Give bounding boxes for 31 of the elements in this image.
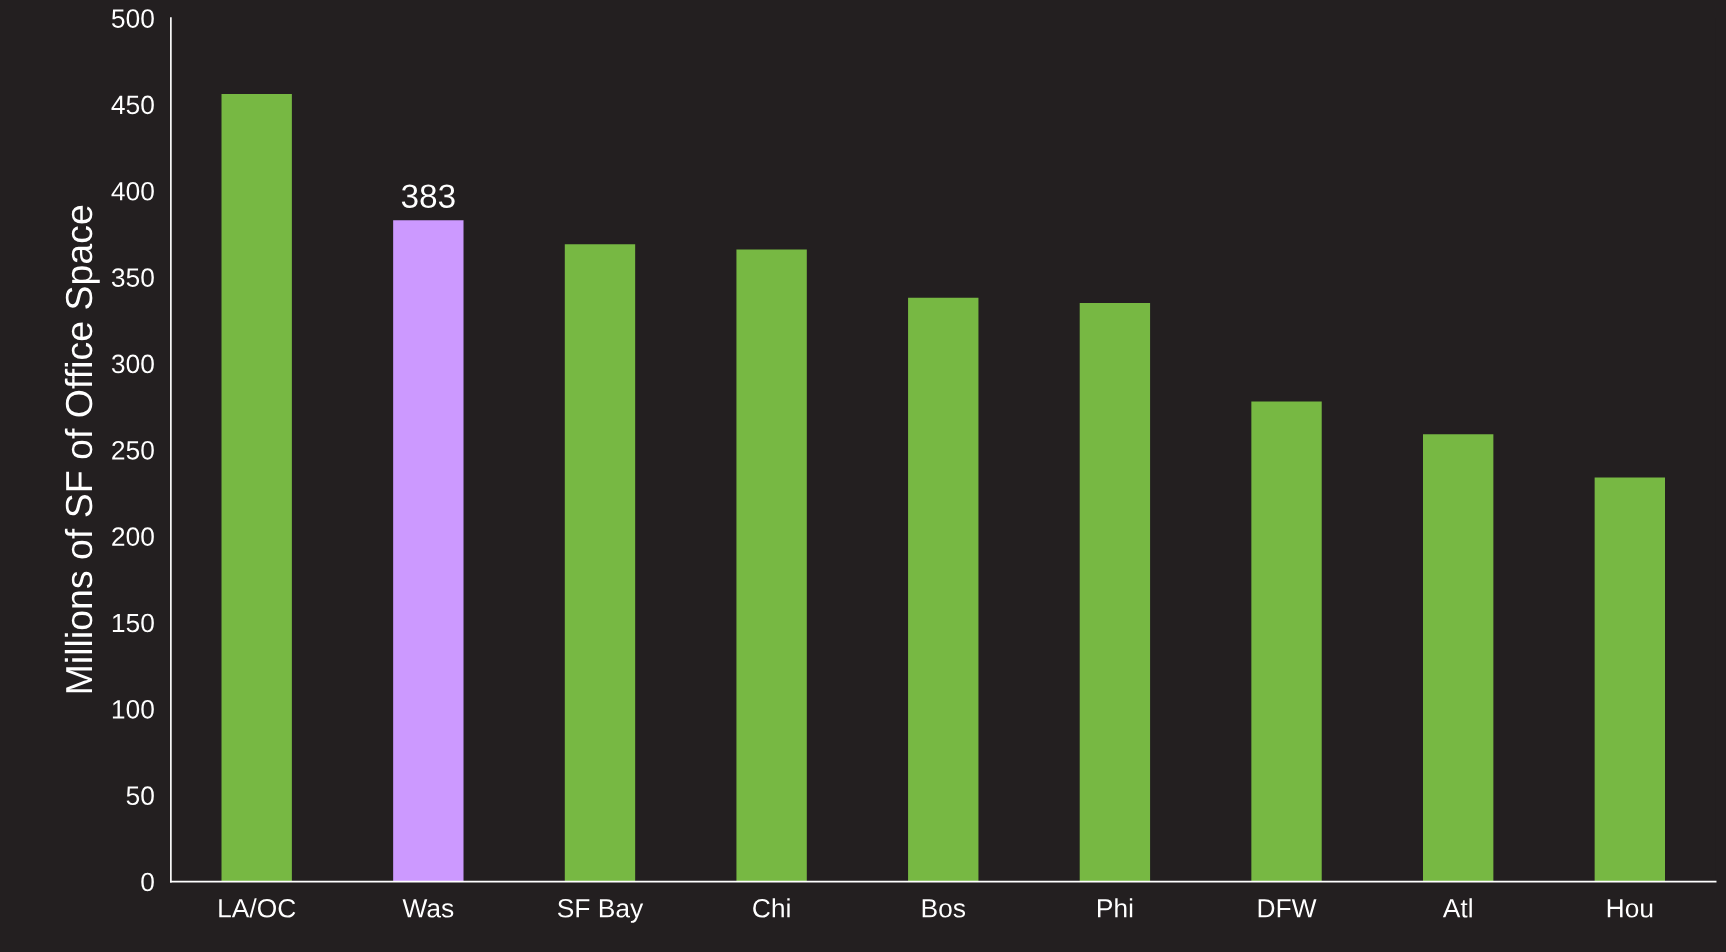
y-tick-label: 0: [141, 872, 154, 892]
bar: [1079, 303, 1151, 882]
y-tick-label: 200: [112, 527, 154, 546]
y-tick-label: 350: [111, 268, 154, 287]
bar: [221, 94, 292, 882]
y-tick-label: 300: [111, 354, 154, 374]
bar: [393, 220, 464, 882]
x-tick-label: Phi: [1097, 898, 1133, 918]
x-tick-label: Was: [402, 899, 454, 918]
bar: [1423, 434, 1494, 882]
y-tick-label: 500: [111, 9, 154, 28]
x-tick-label: Atl: [1442, 898, 1472, 918]
y-tick-label: 150: [112, 613, 154, 633]
bar: [564, 244, 636, 882]
y-tick-label: 250: [112, 440, 154, 460]
x-tick-label: Bos: [922, 899, 966, 918]
y-tick-label: 50: [126, 786, 154, 806]
bar: [1251, 401, 1322, 882]
bar: [1594, 477, 1666, 882]
bar: [908, 297, 979, 882]
x-tick-label: SF Bay: [557, 898, 644, 923]
bar: [736, 249, 807, 882]
x-tick-label: DFW: [1258, 899, 1317, 918]
x-tick-label: Chi: [753, 898, 790, 918]
y-axis-title: Millions of SF of Office Space: [64, 205, 100, 693]
x-tick-label: LA/OC: [219, 898, 296, 918]
y-tick-label: 100: [112, 699, 154, 719]
data-label: 383: [401, 184, 455, 208]
y-tick-label: 450: [111, 95, 154, 115]
x-tick-label: Hou: [1607, 899, 1653, 918]
y-tick-label: 400: [111, 181, 154, 201]
